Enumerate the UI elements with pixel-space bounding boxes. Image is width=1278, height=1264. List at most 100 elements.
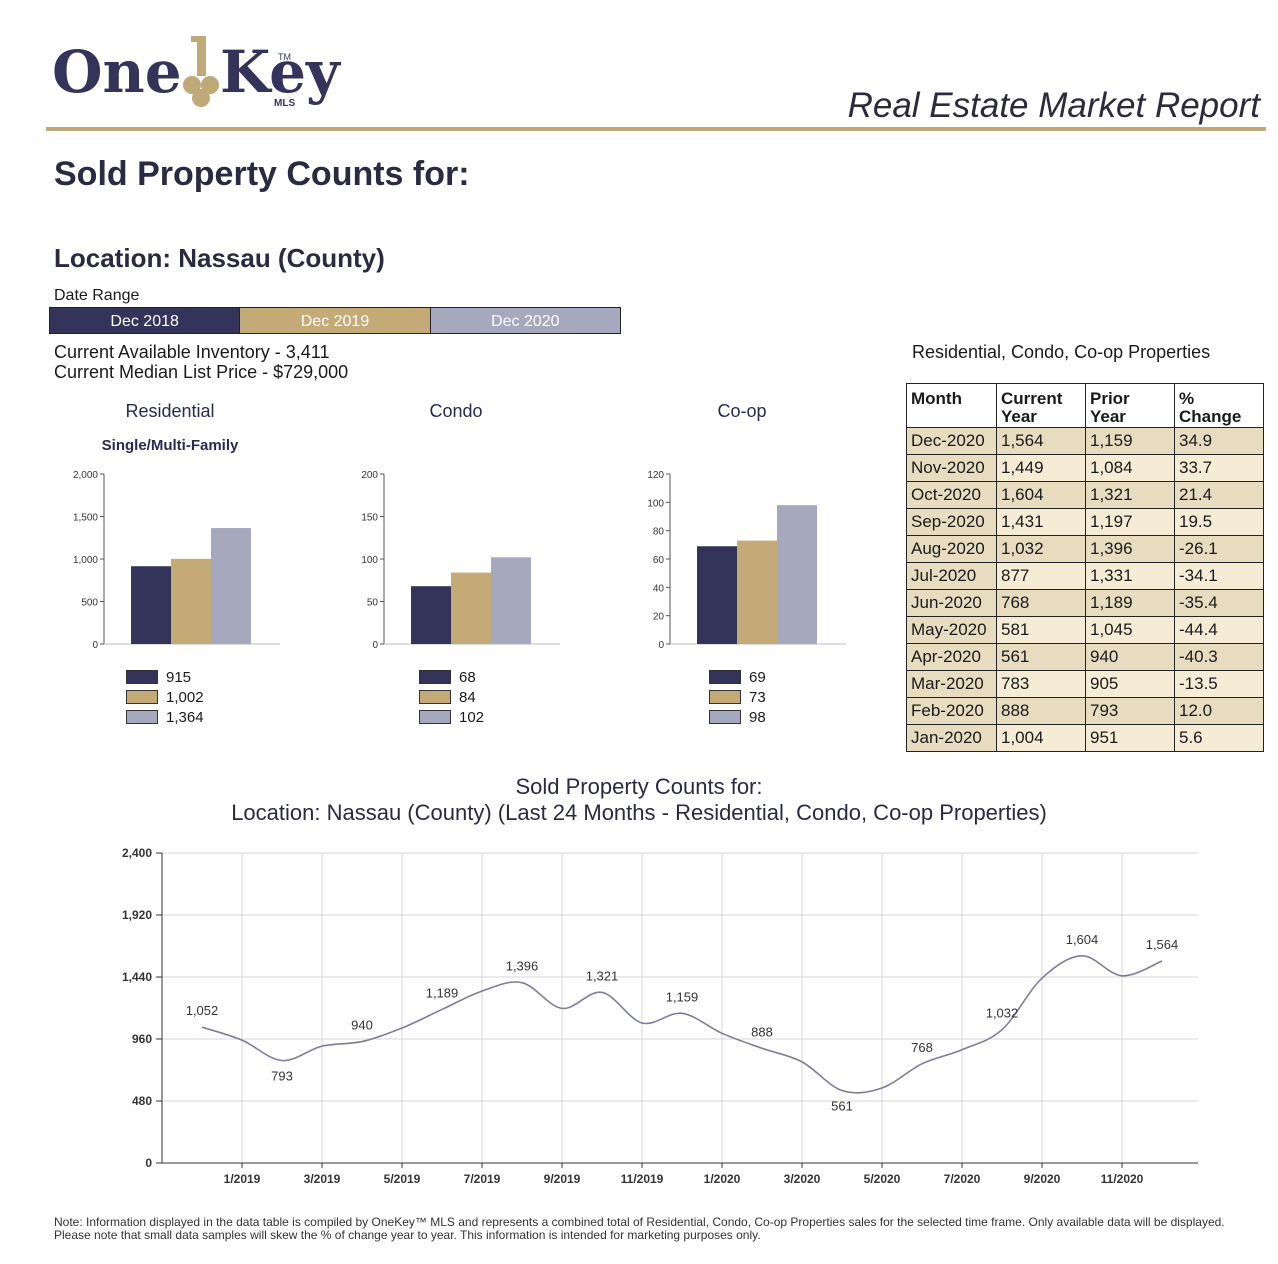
legend-value: 98: [749, 708, 766, 726]
y-tick-label: 60: [653, 555, 665, 566]
table-row: Nov-2020 1,449 1,084 33.7: [906, 454, 1264, 482]
table-row: Apr-2020 561 940 -40.3: [906, 643, 1264, 671]
y-tick-label: 200: [361, 470, 378, 481]
legend-swatch-2018: [709, 670, 741, 684]
cell-percent-change: -44.4: [1174, 616, 1264, 644]
range-period-2018: Dec 2018: [50, 308, 240, 333]
x-tick-label: 11/2019: [621, 1172, 664, 1186]
condo-bar-chart: 0 50 100 150 200: [361, 470, 560, 651]
header-divider: [46, 127, 1266, 131]
page-title: Sold Property Counts for:: [54, 155, 470, 193]
key-tooth: [191, 36, 199, 42]
header-prior-label-1: Prior: [1090, 389, 1130, 408]
cell-current-year: 1,431: [996, 508, 1086, 536]
y-tick-label: 1,440: [122, 970, 152, 984]
report-title: Real Estate Market Report: [847, 86, 1260, 125]
y-tick-label: 80: [653, 527, 665, 538]
coop-bar-chart: 0 20 40 60 80 100 120: [647, 470, 846, 651]
key-bow-right: [201, 76, 219, 94]
bar-dec-2020: [211, 528, 251, 644]
data-label: 1,604: [1066, 932, 1099, 947]
cell-month: Feb-2020: [906, 697, 997, 725]
data-label: 1,189: [426, 985, 459, 1000]
cell-percent-change: 34.9: [1174, 427, 1264, 455]
y-tick-label: 1,920: [122, 908, 152, 922]
data-label: 1,396: [506, 959, 539, 974]
x-tick-label: 1/2020: [704, 1172, 741, 1186]
cell-month: Apr-2020: [906, 643, 997, 671]
key-shaft: [197, 36, 206, 76]
cell-month: Oct-2020: [906, 481, 997, 509]
condo-legend: 68 84 102: [419, 667, 484, 727]
onekey-logo: One TM MLS Key: [52, 36, 342, 109]
cell-percent-change: 5.6: [1174, 724, 1264, 752]
legend-value: 73: [749, 688, 766, 706]
y-tick-label: 0: [658, 640, 664, 651]
logo-text-one: One: [52, 38, 182, 106]
legend-value: 68: [459, 668, 476, 686]
table-row: Jul-2020 877 1,331 -34.1: [906, 562, 1264, 590]
range-period-2019: Dec 2019: [239, 308, 430, 333]
median-price-stat: Current Median List Price - $729,000: [54, 362, 349, 382]
residential-chart-title: Residential: [125, 401, 215, 421]
date-range-label: Date Range: [54, 287, 140, 304]
y-tick-label: 120: [647, 470, 664, 481]
cell-prior-year: 940: [1085, 643, 1175, 671]
cell-prior-year: 1,331: [1085, 562, 1175, 590]
header-change-label-2: Change: [1179, 407, 1242, 426]
cell-current-year: 561: [996, 643, 1086, 671]
y-tick-label: 100: [361, 555, 378, 566]
table-header-row: Month Current Year Prior Year % Change: [906, 383, 1264, 428]
cell-month: Sep-2020: [906, 508, 997, 536]
cell-month: Nov-2020: [906, 454, 997, 482]
y-tick-label: 2,000: [73, 470, 98, 481]
table-caption: Residential, Condo, Co-op Properties: [912, 342, 1211, 362]
line-chart-title: Sold Property Counts for:: [515, 774, 763, 799]
y-tick-label: 0: [372, 640, 378, 651]
x-tick-label: 3/2020: [784, 1172, 821, 1186]
cell-percent-change: -13.5: [1174, 670, 1264, 698]
cell-month: Jan-2020: [906, 724, 997, 752]
data-label: 1,032: [986, 1006, 1019, 1021]
cell-prior-year: 1,197: [1085, 508, 1175, 536]
series-line: [201, 955, 1163, 1094]
table-row: Aug-2020 1,032 1,396 -26.1: [906, 535, 1264, 563]
cell-percent-change: -40.3: [1174, 643, 1264, 671]
header-current-label-2: Year: [1001, 407, 1037, 426]
legend-swatch-2018: [419, 670, 451, 684]
cell-month: Jul-2020: [906, 562, 997, 590]
key-bow-left: [183, 76, 201, 94]
header-prior-year: Prior Year: [1085, 383, 1175, 428]
cell-prior-year: 1,396: [1085, 535, 1175, 563]
bar-dec-2019: [737, 540, 777, 644]
bar-dec-2018: [411, 586, 451, 644]
header-current-year: Current Year: [996, 383, 1086, 428]
y-tick-label: 100: [647, 498, 664, 509]
legend-swatch-2018: [126, 670, 158, 684]
legend-value: 915: [166, 668, 192, 686]
cell-prior-year: 1,321: [1085, 481, 1175, 509]
legend-value: 102: [459, 708, 485, 726]
table-row: Jan-2020 1,004 951 5.6: [906, 724, 1264, 752]
logo-trademark: TM: [278, 52, 291, 62]
bar-dec-2020: [777, 505, 817, 644]
cell-current-year: 1,564: [996, 427, 1086, 455]
header-month-label: Month: [911, 389, 962, 408]
date-range-bar: Dec 2018 Dec 2019 Dec 2020: [49, 307, 621, 334]
cell-prior-year: 1,159: [1085, 427, 1175, 455]
cell-current-year: 581: [996, 616, 1086, 644]
cell-current-year: 768: [996, 589, 1086, 617]
y-tick-label: 960: [132, 1032, 152, 1046]
data-label: 768: [911, 1040, 933, 1055]
cell-current-year: 888: [996, 697, 1086, 725]
cell-current-year: 783: [996, 670, 1086, 698]
y-tick-label: 40: [653, 583, 665, 594]
condo-chart-title: Condo: [429, 401, 483, 421]
coop-chart-title: Co-op: [717, 401, 767, 421]
cell-prior-year: 1,189: [1085, 589, 1175, 617]
x-tick-label: 11/2020: [1101, 1172, 1144, 1186]
table-row: Sep-2020 1,431 1,197 19.5: [906, 508, 1264, 536]
legend-swatch-2020: [419, 710, 451, 724]
table-row: May-2020 581 1,045 -44.4: [906, 616, 1264, 644]
range-period-2020: Dec 2020: [429, 308, 620, 333]
